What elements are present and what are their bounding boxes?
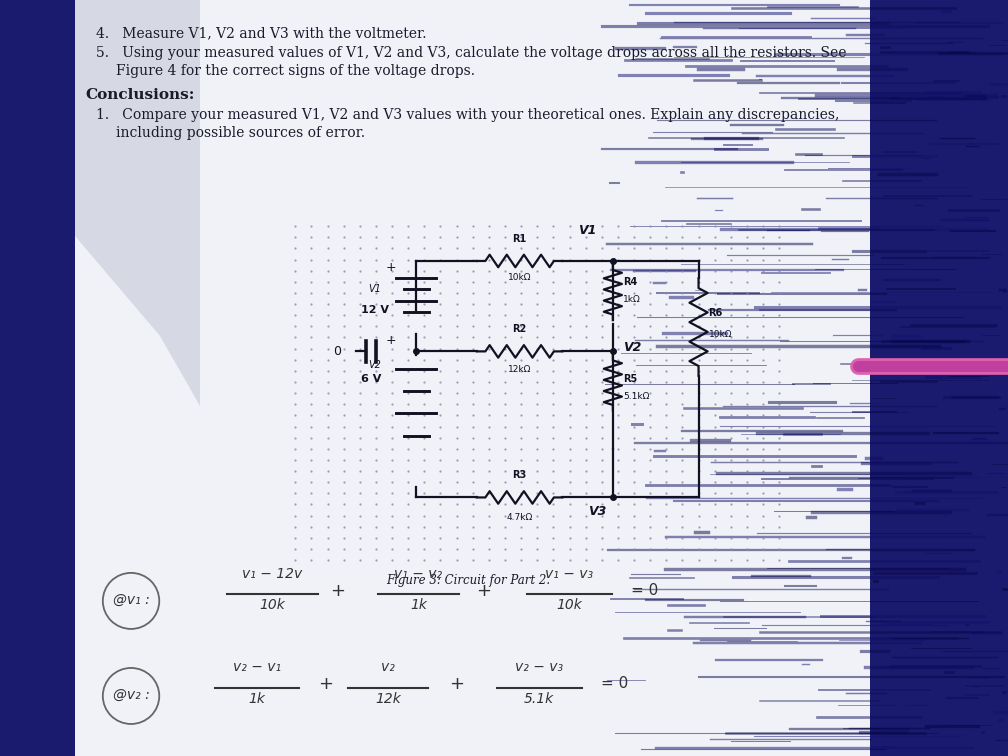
Text: 12k: 12k xyxy=(375,692,401,706)
Text: including possible sources of error.: including possible sources of error. xyxy=(116,126,365,140)
Text: 0: 0 xyxy=(333,345,341,358)
Text: V1: V1 xyxy=(368,284,381,294)
Text: = 0: = 0 xyxy=(601,677,629,692)
Text: 10kΩ: 10kΩ xyxy=(709,330,732,339)
Text: v₁ − 12v: v₁ − 12v xyxy=(242,567,302,581)
Text: V1: V1 xyxy=(579,224,597,237)
Text: 12 V: 12 V xyxy=(361,305,389,314)
Text: 1.   Compare your measured V1, V2 and V3 values with your theoretical ones. Expl: 1. Compare your measured V1, V2 and V3 v… xyxy=(96,108,839,122)
Text: 4.7kΩ: 4.7kΩ xyxy=(506,513,533,522)
Text: +: + xyxy=(331,582,345,600)
Text: 1k: 1k xyxy=(410,598,426,612)
Text: +: + xyxy=(477,582,491,600)
FancyBboxPatch shape xyxy=(75,0,870,756)
Text: Conclusions:: Conclusions: xyxy=(86,88,196,102)
Text: +: + xyxy=(319,675,333,693)
Text: R5: R5 xyxy=(623,374,637,384)
Text: +: + xyxy=(385,262,396,274)
Text: V2: V2 xyxy=(623,342,641,355)
Text: v₁ − v₂: v₁ − v₂ xyxy=(394,567,443,581)
Text: 10k: 10k xyxy=(556,598,583,612)
Text: +: + xyxy=(385,334,396,348)
Text: Figure 3: Circuit for Part 2.: Figure 3: Circuit for Part 2. xyxy=(387,574,550,587)
Text: R1: R1 xyxy=(512,234,527,243)
Text: 12kΩ: 12kΩ xyxy=(508,365,531,374)
Text: 5.1k: 5.1k xyxy=(524,692,554,706)
Polygon shape xyxy=(75,0,200,406)
Text: R3: R3 xyxy=(512,470,527,480)
Text: v₁ − v₃: v₁ − v₃ xyxy=(545,567,594,581)
Text: 1kΩ: 1kΩ xyxy=(623,295,641,304)
Text: 5.   Using your measured values of V1, V2 and V3, calculate the voltage drops ac: 5. Using your measured values of V1, V2 … xyxy=(96,46,847,60)
Text: V3: V3 xyxy=(588,505,606,518)
Text: R6: R6 xyxy=(709,308,723,318)
Text: R2: R2 xyxy=(512,324,527,334)
Text: V2: V2 xyxy=(368,361,381,370)
Text: @v₂ :: @v₂ : xyxy=(113,689,149,703)
Text: v₂ − v₃: v₂ − v₃ xyxy=(515,660,563,674)
Text: 5.1kΩ: 5.1kΩ xyxy=(623,392,649,401)
Text: 10kΩ: 10kΩ xyxy=(508,273,531,282)
Text: 10k: 10k xyxy=(259,598,285,612)
Text: @v₁ :: @v₁ : xyxy=(113,594,149,608)
Text: 6 V: 6 V xyxy=(361,374,381,384)
Text: 1k: 1k xyxy=(249,692,265,706)
Text: v₂: v₂ xyxy=(381,660,395,674)
Text: +: + xyxy=(450,675,464,693)
Text: = 0: = 0 xyxy=(631,584,659,599)
Text: 4.   Measure V1, V2 and V3 with the voltmeter.: 4. Measure V1, V2 and V3 with the voltme… xyxy=(96,26,426,40)
Text: Figure 4 for the correct signs of the voltage drops.: Figure 4 for the correct signs of the vo… xyxy=(116,64,475,78)
Text: R4: R4 xyxy=(623,277,637,287)
Text: v₂ − v₁: v₂ − v₁ xyxy=(233,660,281,674)
